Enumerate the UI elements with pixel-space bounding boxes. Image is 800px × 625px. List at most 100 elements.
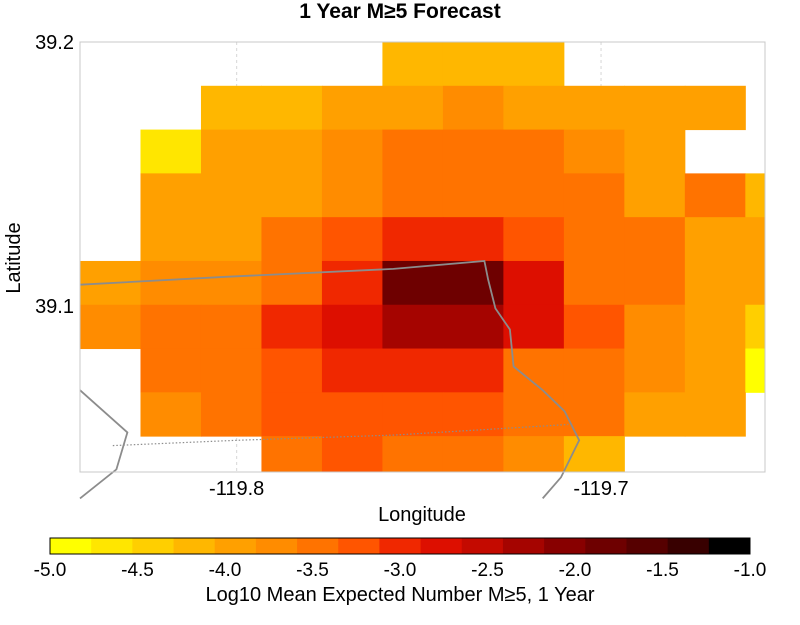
- colorbar-tick-labels: -5.0 -4.5 -4.0 -3.5 -3.0 -2.5 -2.0 -1.5 -1.0: [34, 560, 767, 581]
- heatmap-cell: [684, 173, 746, 218]
- heatmap-cell: [321, 436, 383, 473]
- heatmap-cell: [442, 129, 504, 174]
- heatmap-cell: [684, 392, 746, 437]
- heatmap-cell: [261, 436, 323, 473]
- heatmap-cell: [563, 217, 625, 262]
- heatmap-cell: [321, 173, 383, 218]
- heatmap-cell: [321, 260, 383, 306]
- colorbar-swatch: [91, 538, 133, 554]
- heatmap-cell: [382, 348, 444, 393]
- heatmap-cell: [261, 304, 323, 350]
- heatmap-cell: [382, 392, 444, 437]
- heatmap-cell: [321, 85, 383, 131]
- colorbar-tick-label: -3.0: [384, 560, 417, 581]
- colorbar-tick-label: -2.0: [559, 560, 592, 581]
- colorbar-tick-label: -1.0: [734, 560, 767, 581]
- heatmap-cell: [261, 260, 323, 306]
- colorbar-swatch: [420, 538, 463, 554]
- colorbar-swatch: [502, 538, 545, 554]
- heatmap-cell: [442, 173, 504, 218]
- colorbar-swatch: [297, 538, 339, 554]
- heatmap-cell: [503, 85, 565, 131]
- heatmap-cell: [442, 85, 504, 131]
- heatmap-cell: [140, 392, 202, 437]
- heatmap-cell: [442, 42, 504, 87]
- colorbar-tick-label: -4.0: [209, 560, 242, 581]
- colorbar-tick-label: -4.5: [121, 560, 154, 581]
- heatmap-cell: [563, 304, 625, 350]
- y-tick-labels: 39.1 39.2: [35, 32, 74, 318]
- heatmap-cell: [200, 85, 262, 131]
- heatmap-cell: [382, 85, 444, 131]
- colorbar-tick-label: -1.5: [646, 560, 679, 581]
- heatmap-cell: [140, 260, 202, 306]
- heatmap-cell: [261, 348, 323, 393]
- colorbar-swatch: [50, 538, 92, 554]
- heatmap-cell: [140, 217, 202, 262]
- heatmap-cell: [442, 436, 504, 473]
- colorbar-swatch: [338, 538, 380, 554]
- heatmap-cell: [503, 260, 565, 306]
- heatmap-cell: [563, 260, 625, 306]
- heatmap-cell: [624, 260, 686, 306]
- heatmap-cell: [684, 260, 746, 306]
- heatmap-cell: [140, 304, 202, 350]
- heatmap-cell: [745, 217, 766, 262]
- heatmap-cell: [503, 392, 565, 437]
- heatmap-cell: [200, 392, 262, 437]
- heatmap-cell: [382, 217, 444, 262]
- heatmap-cell: [80, 304, 141, 350]
- heatmap-cell: [442, 260, 504, 306]
- heatmap-cell: [563, 436, 625, 473]
- heatmap-cell: [624, 85, 686, 131]
- heatmap-cell: [624, 392, 686, 437]
- boundary-line: [79, 389, 129, 500]
- heatmap-cell: [382, 173, 444, 218]
- x-tick-label: -119.8: [209, 478, 264, 500]
- heatmap-cell: [140, 129, 202, 174]
- x-axis-label: Longitude: [378, 504, 466, 526]
- chart-title: 1 Year M≥5 Forecast: [299, 0, 500, 23]
- heatmap-cells: [80, 42, 766, 473]
- colorbar-swatch: [667, 538, 710, 554]
- heatmap-cell: [321, 304, 383, 350]
- heatmap-cell: [200, 260, 262, 306]
- heatmap-cell: [503, 436, 565, 473]
- colorbar-swatch: [132, 538, 174, 554]
- heatmap-cell: [624, 348, 686, 393]
- heatmap-cell: [624, 304, 686, 350]
- colorbar-swatch: [214, 538, 257, 554]
- colorbar-swatch: [544, 538, 586, 554]
- heatmap-cell: [563, 129, 625, 174]
- colorbar-tick-label: -2.5: [471, 560, 504, 581]
- colorbar-swatch: [585, 538, 627, 554]
- heatmap-cell: [382, 42, 444, 87]
- boundary-lines: [79, 260, 581, 500]
- heatmap-cell: [442, 392, 504, 437]
- heatmap-cell: [261, 129, 323, 174]
- heatmap-cell: [503, 173, 565, 218]
- heatmap-cell: [321, 392, 383, 437]
- colorbar-tick-label: -3.5: [296, 560, 329, 581]
- colorbar-swatch: [708, 538, 751, 554]
- heatmap-cell: [624, 129, 686, 174]
- x-tick-label: -119.7: [573, 478, 628, 500]
- heatmap-cell: [382, 304, 444, 350]
- heatmap-cell: [745, 304, 766, 350]
- heatmap-cell: [503, 217, 565, 262]
- heatmap-cell: [442, 217, 504, 262]
- heatmap-cell: [624, 173, 686, 218]
- heatmap-cell: [442, 348, 504, 393]
- heatmap-cell: [200, 129, 262, 174]
- colorbar-swatch: [173, 538, 216, 554]
- heatmap-cell: [321, 129, 383, 174]
- heatmap-cell: [140, 173, 202, 218]
- plot-frame: [79, 41, 766, 473]
- heatmap-cell: [563, 173, 625, 218]
- heatmap-cell: [684, 304, 746, 350]
- heatmap-cell: [200, 217, 262, 262]
- heatmap-cell: [745, 348, 766, 393]
- colorbar-frame: [49, 537, 751, 555]
